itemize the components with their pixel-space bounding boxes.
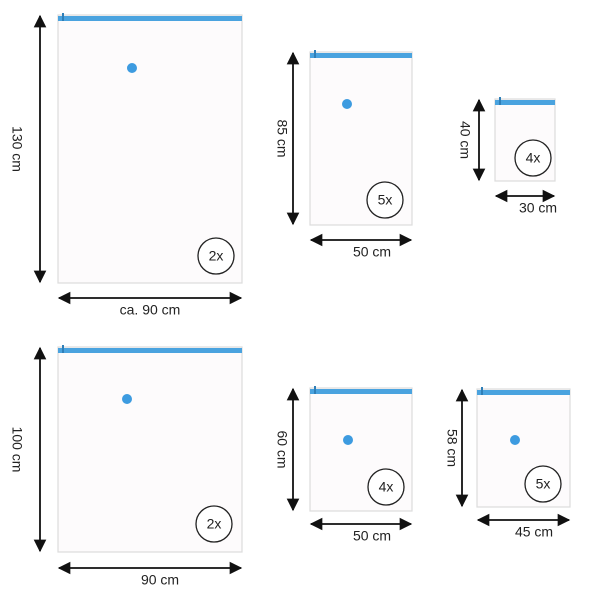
- count-circle: [514, 139, 552, 177]
- width-label: 90 cm: [141, 572, 179, 588]
- count-label: 5x: [378, 192, 393, 208]
- height-label: 100 cm: [9, 427, 25, 473]
- zip-strip: [495, 100, 555, 105]
- width-label: 50 cm: [353, 528, 391, 544]
- zip-strip: [310, 53, 412, 58]
- height-label: 60 cm: [274, 430, 290, 468]
- zip-strip: [58, 16, 242, 21]
- count-circle: [195, 505, 233, 543]
- valve: [127, 63, 137, 73]
- zip-strip: [310, 389, 412, 394]
- height-label: 130 cm: [9, 126, 25, 172]
- valve: [342, 99, 352, 109]
- height-label: 85 cm: [274, 119, 290, 157]
- width-label: 45 cm: [515, 524, 553, 540]
- height-label: 40 cm: [457, 121, 473, 159]
- width-label: ca. 90 cm: [120, 302, 181, 318]
- zip-strip: [58, 348, 242, 353]
- zip-strip: [477, 390, 570, 395]
- valve: [343, 435, 353, 445]
- count-label: 2x: [207, 516, 222, 532]
- valve: [122, 394, 132, 404]
- width-label: 30 cm: [519, 200, 557, 216]
- count-circle: [366, 181, 404, 219]
- count-label: 2x: [209, 248, 224, 264]
- count-label: 5x: [536, 476, 551, 492]
- count-label: 4x: [526, 150, 541, 166]
- count-circle: [524, 465, 562, 503]
- height-label: 58 cm: [444, 429, 460, 467]
- width-label: 50 cm: [353, 244, 391, 260]
- valve: [510, 435, 520, 445]
- count-label: 4x: [379, 479, 394, 495]
- count-circle: [367, 468, 405, 506]
- count-circle: [197, 237, 235, 275]
